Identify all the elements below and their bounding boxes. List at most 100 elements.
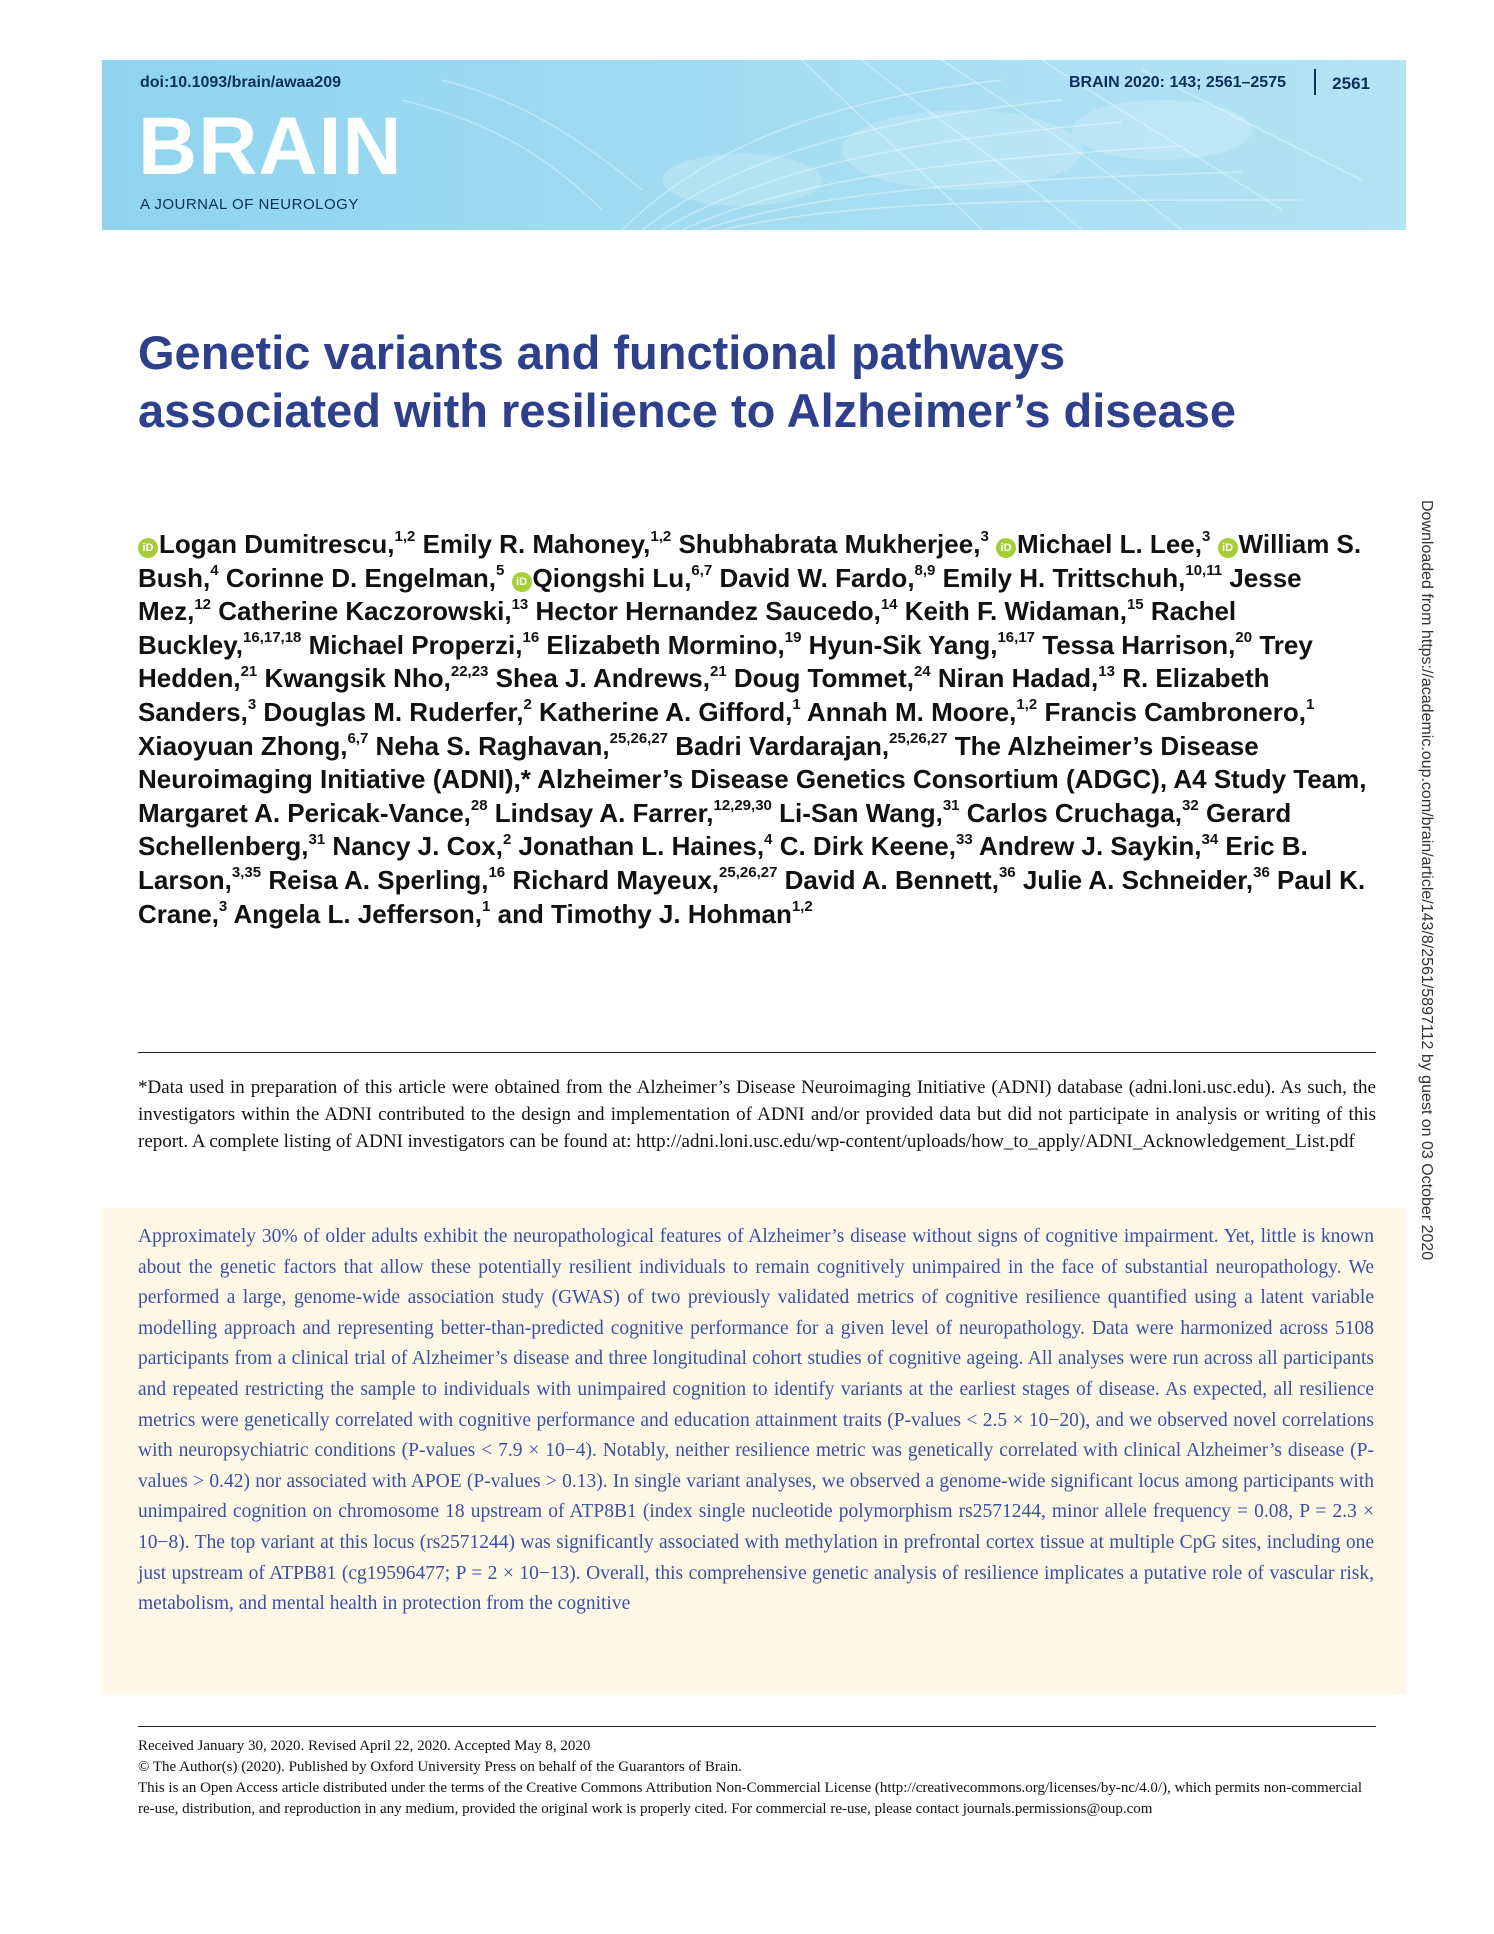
author-affiliation: 25,26,27 bbox=[719, 864, 778, 882]
author-name: Jonathan L. Haines, bbox=[518, 831, 765, 862]
author-name: Andrew J. Saykin, bbox=[978, 831, 1202, 862]
author: Francis Cambronero,1 bbox=[1044, 697, 1314, 727]
author-affiliation: 5 bbox=[495, 561, 505, 579]
author-affiliation: 3 bbox=[247, 696, 257, 714]
author: iD William S. Bush,4 bbox=[138, 529, 1361, 593]
author-affiliation: 12,29,30 bbox=[713, 797, 772, 815]
author: Katherine A. Gifford,1 bbox=[539, 697, 801, 727]
author-name: Jesse Mez, bbox=[138, 562, 1302, 627]
author-affiliation: 13 bbox=[1098, 662, 1115, 680]
author: Emily H. Trittschuh,10,11 bbox=[943, 563, 1222, 593]
author: Shubhabrata Mukherjee,3 bbox=[678, 529, 988, 559]
received-dates: Received January 30, 2020. Revised April… bbox=[138, 1738, 591, 1754]
page-number: 2561 bbox=[1332, 74, 1370, 93]
author: Shea J. Andrews,21 bbox=[496, 663, 727, 693]
author-affiliation: 14 bbox=[880, 595, 898, 613]
author-affiliation: 3 bbox=[218, 897, 228, 915]
author-name: C. Dirk Keene, bbox=[779, 831, 956, 862]
author-name: The Alzheimer’s Disease Neuroimaging Ini… bbox=[138, 730, 1367, 828]
author-name: Neha S. Raghavan, bbox=[375, 730, 610, 761]
download-watermark: Downloaded from https://academic.oup.com… bbox=[1418, 500, 1435, 1261]
author: The Alzheimer’s Disease Neuroimaging Ini… bbox=[138, 731, 1367, 828]
author: iD Qiongshi Lu,6,7 bbox=[511, 562, 712, 593]
orcid-icon[interactable]: iD bbox=[996, 538, 1017, 558]
author: Trey Hedden,21 bbox=[138, 630, 1313, 694]
author-name: Emily H. Trittschuh, bbox=[942, 562, 1186, 593]
author-affiliation: 31 bbox=[942, 797, 960, 815]
author-name: Kwangsik Nho, bbox=[264, 663, 451, 694]
orcid-icon[interactable]: iD bbox=[138, 538, 158, 558]
author: Nancy J. Cox,2 bbox=[332, 831, 511, 861]
author-affiliation: 1 bbox=[1305, 696, 1315, 714]
author-affiliation: 3 bbox=[1201, 528, 1211, 546]
author-affiliation: 1 bbox=[482, 897, 491, 915]
author-name: Keith F. Widaman, bbox=[904, 596, 1127, 627]
author: Andrew J. Saykin,34 bbox=[979, 831, 1218, 861]
author-name: Paul K. Crane, bbox=[138, 864, 1366, 929]
author: Corinne D. Engelman,5 bbox=[226, 563, 505, 593]
copyright-line: © The Author(s) (2020). Published by Oxf… bbox=[138, 1759, 742, 1775]
author-name: William S. Bush, bbox=[138, 529, 1362, 593]
author-name: Carlos Cruchaga, bbox=[966, 797, 1183, 828]
author-affiliation: 21 bbox=[240, 662, 258, 680]
author: Jonathan L. Haines,4 bbox=[519, 831, 773, 861]
author-name: Reisa A. Sperling, bbox=[268, 864, 489, 895]
doi-link[interactable]: doi:10.1093/brain/awaa209 bbox=[140, 74, 341, 91]
banner-artwork bbox=[401, 60, 1363, 230]
orcid-icon[interactable]: iD bbox=[511, 571, 532, 592]
author: R. Elizabeth Sanders,3 bbox=[138, 663, 1270, 727]
author: Annah M. Moore,1,2 bbox=[807, 697, 1037, 727]
author: Li-San Wang,31 bbox=[779, 798, 959, 828]
author-affiliation: 2 bbox=[502, 830, 512, 848]
footer: Received January 30, 2020. Revised April… bbox=[138, 1736, 1376, 1820]
author-name: Shea J. Andrews, bbox=[495, 663, 710, 694]
author-name: Shubhabrata Mukherjee, bbox=[678, 529, 981, 559]
author: Doug Tommet,24 bbox=[734, 663, 931, 693]
orcid-icon[interactable]: iD bbox=[1217, 538, 1238, 558]
author-name: Elizabeth Mormino, bbox=[546, 629, 785, 660]
author-affiliation: 8,9 bbox=[914, 561, 936, 579]
footer-divider bbox=[138, 1726, 1376, 1727]
author-affiliation: 25,26,27 bbox=[609, 729, 669, 747]
author: Tessa Harrison,20 bbox=[1042, 630, 1252, 660]
author-name: Angela L. Jefferson, bbox=[233, 898, 483, 929]
article-title: Genetic variants and functional pathways… bbox=[138, 326, 1237, 437]
author-name: Qiongshi Lu, bbox=[532, 562, 692, 593]
author: Xiaoyuan Zhong,6,7 bbox=[138, 731, 368, 761]
author-affiliation: 24 bbox=[913, 662, 931, 680]
author: Lindsay A. Farrer,12,29,30 bbox=[495, 798, 772, 828]
author-affiliation: 2 bbox=[523, 696, 532, 714]
author: Neha S. Raghavan,25,26,27 bbox=[376, 731, 668, 761]
author-name: Lindsay A. Farrer, bbox=[494, 797, 714, 828]
adni-note: *Data used in preparation of this articl… bbox=[138, 1077, 1376, 1152]
author-affiliation: 15 bbox=[1126, 595, 1144, 613]
author-affiliation: 19 bbox=[784, 629, 802, 647]
author-affiliation: 1,2 bbox=[650, 528, 672, 546]
author-affiliation: 4 bbox=[210, 561, 219, 579]
author-affiliation: 25,26,27 bbox=[889, 729, 948, 747]
author-name: Tessa Harrison, bbox=[1042, 629, 1236, 660]
author-affiliation: 16,17 bbox=[997, 629, 1036, 647]
author: Julie A. Schneider,36 bbox=[1023, 865, 1270, 895]
author: David A. Bennett,36 bbox=[785, 865, 1016, 895]
author: iD Logan Dumitrescu,1,2 bbox=[138, 529, 415, 559]
author: David W. Fardo,8,9 bbox=[720, 563, 936, 593]
author-name: Katherine A. Gifford, bbox=[539, 696, 793, 727]
journal-citation: BRAIN 2020: 143; 2561–2575 bbox=[1068, 74, 1286, 91]
journal-subtitle: A JOURNAL OF NEUROLOGY bbox=[140, 196, 359, 213]
author-affiliation: 4 bbox=[764, 830, 773, 848]
author-name: Douglas M. Ruderfer, bbox=[263, 696, 524, 727]
abstract-box: Approximately 30% of older adults exhibi… bbox=[102, 1208, 1406, 1694]
author-affiliation: 1,2 bbox=[791, 897, 813, 915]
author-affiliation: 12 bbox=[194, 595, 212, 613]
author: Kwangsik Nho,22,23 bbox=[265, 663, 489, 693]
author: Catherine Kaczorowski,13 bbox=[218, 596, 528, 626]
author-affiliation: 3,35 bbox=[231, 864, 262, 882]
author: Badri Vardarajan,25,26,27 bbox=[675, 731, 947, 761]
author-name: Badri Vardarajan, bbox=[675, 730, 890, 761]
author-name: Emily R. Mahoney, bbox=[422, 529, 651, 559]
author-name: R. Elizabeth Sanders, bbox=[138, 663, 1270, 727]
author: Reisa A. Sperling,16 bbox=[268, 865, 505, 895]
author-affiliation: 10,11 bbox=[1185, 561, 1223, 579]
abstract-text: Approximately 30% of older adults exhibi… bbox=[138, 1226, 1374, 1615]
